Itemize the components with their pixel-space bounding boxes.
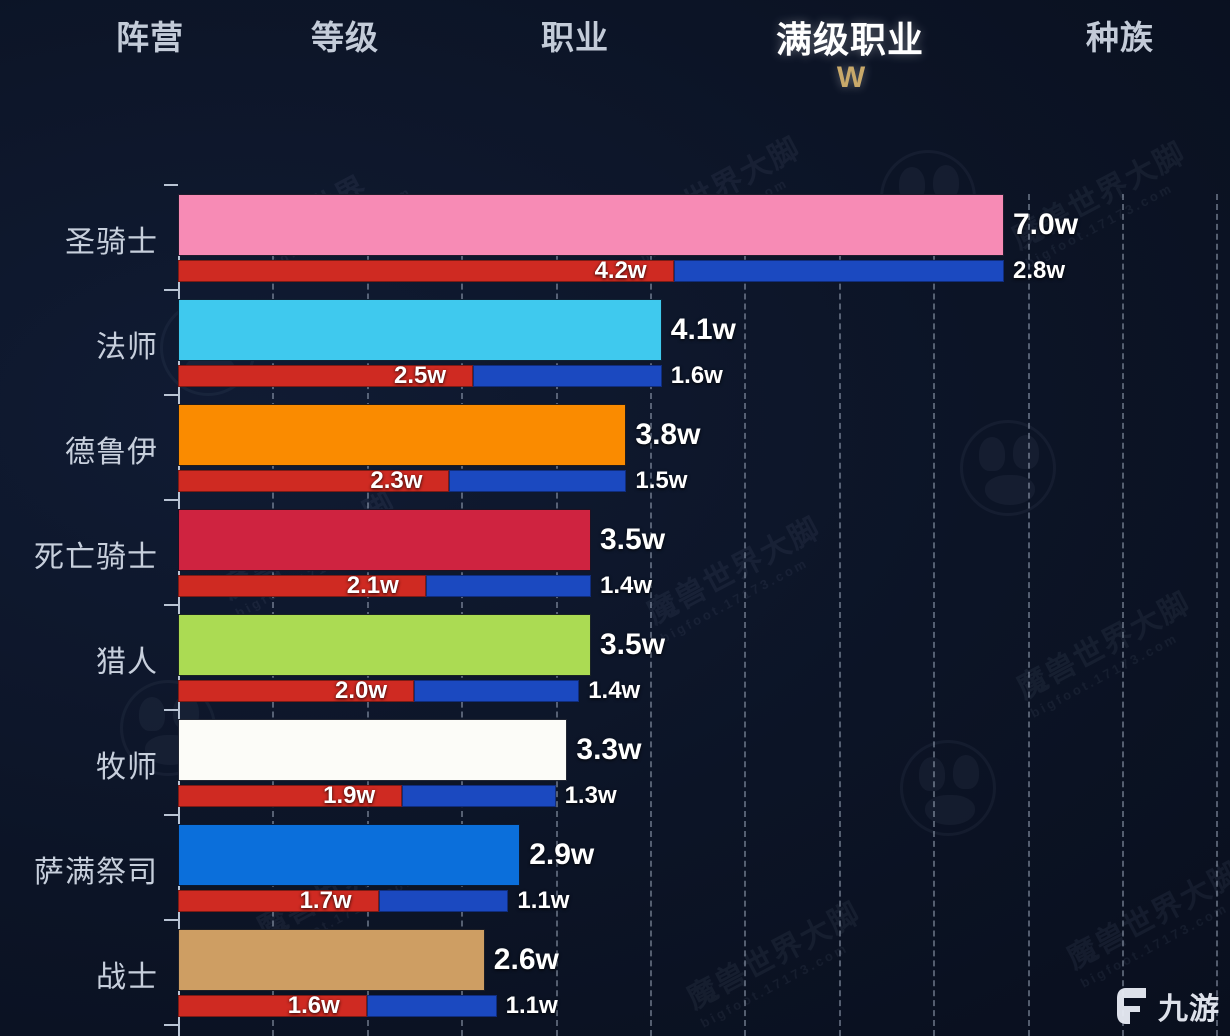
faction-split-bar: 4.2w 2.8w — [178, 257, 1065, 284]
total-bar: 4.1w — [178, 299, 736, 361]
horde-segment: 1.4w — [414, 677, 640, 704]
alliance-value: 1.9w — [323, 782, 376, 809]
nav-tab-3[interactable]: 满级职业 W — [735, 18, 965, 95]
site-logo[interactable]: 九游 — [1116, 984, 1220, 1028]
category-label: 猎人 — [96, 646, 158, 679]
horde-value: 1.4w — [588, 677, 641, 704]
total-bar-value: 3.3w — [576, 733, 642, 766]
total-bar-value: 2.9w — [529, 838, 595, 871]
chart-row: 猎人 — [96, 614, 1230, 704]
alliance-value: 2.1w — [346, 572, 399, 599]
chart-row: 德鲁伊 — [65, 404, 1230, 494]
logo-text: 九游 — [1158, 993, 1220, 1026]
total-bar: 3.5w — [178, 614, 665, 676]
axis-tick — [164, 394, 178, 396]
total-bar-value: 7.0w — [1013, 208, 1079, 241]
category-nav: 阵营 等级 职业 满级职业 W 种族 — [0, 0, 1230, 110]
total-bar-value: 2.6w — [493, 943, 559, 976]
axis-tick — [164, 289, 178, 291]
total-bar-value: 3.8w — [635, 418, 701, 451]
chart-row: 牧师 — [96, 719, 1230, 809]
alliance-segment: 1.9w — [178, 782, 403, 809]
alliance-segment: 2.0w — [178, 677, 414, 704]
axis-tick — [164, 1024, 178, 1026]
chart-row: 法师 — [96, 299, 1230, 389]
axis-tick — [164, 919, 178, 921]
nav-tab-label: 职业 — [541, 19, 609, 56]
category-label: 德鲁伊 — [65, 436, 158, 469]
faction-split-bar: 1.7w 1.1w — [178, 887, 569, 914]
horde-value: 2.8w — [1012, 257, 1066, 284]
axis-tick — [164, 184, 178, 186]
alliance-value: 2.3w — [370, 467, 423, 494]
category-label: 圣骑士 — [65, 226, 158, 259]
category-label: 牧师 — [96, 751, 158, 784]
alliance-segment: 4.2w — [178, 257, 674, 284]
nav-tab-label: 种族 — [1086, 19, 1154, 56]
horde-value: 1.4w — [599, 572, 653, 599]
chart-row: 圣骑士 — [65, 194, 1230, 284]
nav-tab-0[interactable]: 阵营 — [60, 18, 240, 58]
total-bar: 3.3w — [178, 719, 641, 781]
horde-segment: 1.1w — [378, 887, 569, 914]
alliance-value: 2.5w — [393, 362, 446, 389]
horde-segment: 1.3w — [402, 782, 617, 809]
horde-value: 1.1w — [517, 887, 570, 914]
alliance-segment: 2.5w — [178, 362, 473, 389]
horde-segment: 1.4w — [425, 572, 652, 599]
horde-value: 1.6w — [670, 362, 723, 389]
total-bar: 7.0w — [178, 194, 1078, 256]
nav-tab-label: 阵营 — [116, 19, 184, 56]
total-bar: 2.9w — [178, 824, 594, 886]
category-label: 死亡骑士 — [34, 541, 158, 574]
chart-row: 战士 — [96, 929, 1230, 1019]
bar-rows: 圣骑士 7.0w 4.2w 2.8w 法师 4.1w 2.5w 1.6w 德鲁伊 3.8w 2.3w… — [0, 150, 1230, 1036]
chart-row: 萨满祭司 — [34, 824, 1230, 914]
total-bar: 3.8w — [178, 404, 700, 466]
faction-split-bar: 2.5w 1.6w — [178, 362, 723, 389]
axis-tick — [164, 499, 178, 501]
axis-tick — [164, 604, 178, 606]
nav-tab-1[interactable]: 等级 — [255, 18, 435, 58]
faction-split-bar: 2.1w 1.4w — [178, 572, 652, 599]
alliance-segment: 2.3w — [178, 467, 450, 494]
axis-tick — [164, 709, 178, 711]
alliance-value: 1.7w — [299, 887, 352, 914]
faction-split-bar: 1.6w 1.1w — [178, 992, 558, 1019]
total-bar-value: 4.1w — [670, 313, 736, 346]
alliance-value: 2.0w — [334, 677, 387, 704]
alliance-segment: 2.1w — [178, 572, 426, 599]
jiuyou-logo-icon — [1117, 988, 1146, 1024]
horde-segment: 1.5w — [449, 467, 687, 494]
nav-tab-label: 满级职业 — [775, 19, 924, 60]
nav-tab-2[interactable]: 职业 — [485, 18, 665, 58]
faction-split-bar: 2.0w 1.4w — [178, 677, 640, 704]
alliance-value: 1.6w — [287, 992, 340, 1019]
alliance-segment: 1.7w — [178, 887, 379, 914]
horde-segment: 2.8w — [673, 257, 1065, 284]
horde-segment: 1.1w — [366, 992, 558, 1019]
total-bar-value: 3.5w — [600, 628, 666, 661]
nav-tab-4[interactable]: 种族 — [1030, 18, 1210, 58]
horde-value: 1.5w — [635, 467, 688, 494]
alliance-value: 4.2w — [594, 257, 647, 284]
alliance-segment: 1.6w — [178, 992, 367, 1019]
category-label: 萨满祭司 — [34, 856, 158, 889]
active-tab-indicator-icon: W — [836, 61, 865, 95]
faction-split-bar: 2.3w 1.5w — [178, 467, 687, 494]
total-bar-value: 3.5w — [600, 523, 666, 556]
total-bar: 2.6w — [178, 929, 559, 991]
nav-tab-label: 等级 — [311, 19, 379, 56]
axis-tick — [164, 814, 178, 816]
faction-split-bar: 1.9w 1.3w — [178, 782, 617, 809]
category-label: 法师 — [96, 331, 158, 364]
max-level-class-chart: 圣骑士 7.0w 4.2w 2.8w 法师 4.1w 2.5w 1.6w 德鲁伊 3.8w 2.3w… — [0, 150, 1230, 1036]
category-label: 战士 — [96, 961, 158, 994]
horde-segment: 1.6w — [473, 362, 723, 389]
chart-row: 死亡骑士 — [34, 509, 1230, 599]
horde-value: 1.1w — [505, 992, 558, 1019]
horde-value: 1.3w — [564, 782, 617, 809]
total-bar: 3.5w — [178, 509, 665, 571]
